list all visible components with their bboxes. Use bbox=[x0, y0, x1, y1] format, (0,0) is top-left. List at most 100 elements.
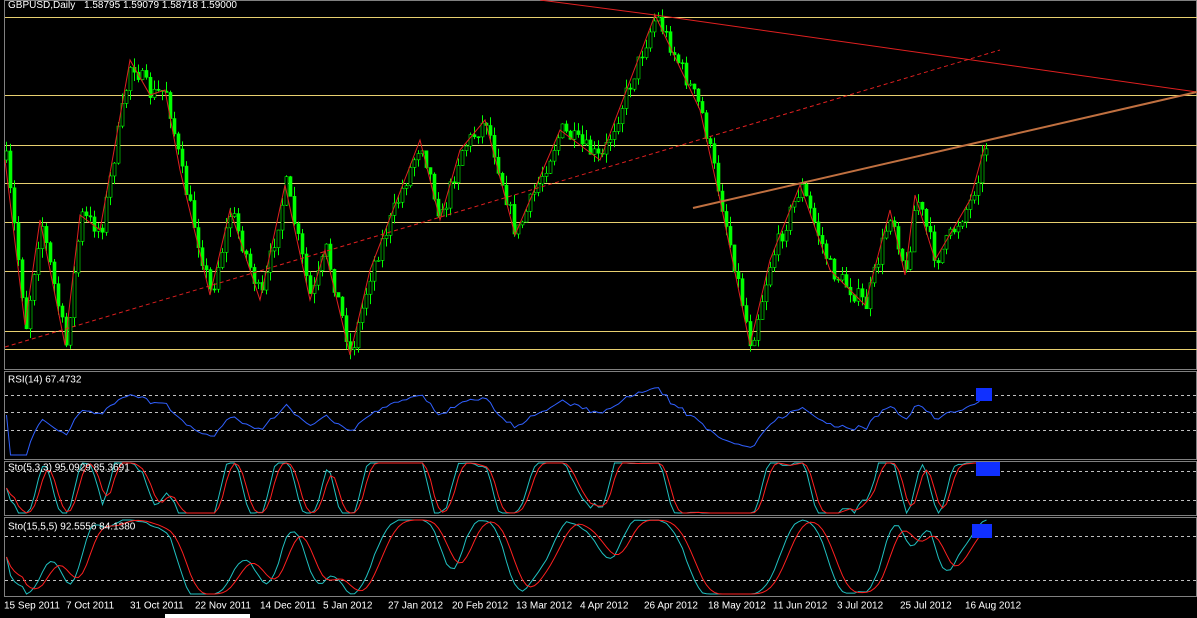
trendline bbox=[4, 49, 1001, 348]
body bbox=[920, 201, 925, 210]
body bbox=[828, 258, 833, 260]
body bbox=[268, 250, 273, 273]
scrollbar bbox=[165, 614, 250, 618]
body bbox=[144, 70, 149, 78]
body bbox=[184, 165, 189, 195]
body bbox=[48, 242, 53, 263]
body bbox=[28, 300, 33, 330]
body bbox=[652, 20, 657, 33]
horizontal-levels bbox=[5, 17, 1197, 350]
body bbox=[640, 56, 645, 59]
body bbox=[584, 139, 589, 145]
body bbox=[960, 221, 965, 227]
trendline bbox=[539, 0, 656, 16]
body bbox=[368, 280, 373, 295]
body bbox=[636, 56, 641, 80]
date-label: 15 Sep 2011 bbox=[4, 601, 60, 612]
body bbox=[912, 210, 917, 253]
body bbox=[708, 138, 713, 144]
body bbox=[12, 187, 17, 224]
indicator-label: Sto(5,3,3) 95.0929 85.3691 bbox=[8, 463, 130, 474]
indicator-levels bbox=[5, 395, 1197, 581]
body bbox=[984, 148, 989, 156]
body bbox=[8, 150, 13, 189]
body bbox=[544, 173, 549, 177]
body bbox=[820, 235, 825, 245]
body bbox=[548, 160, 553, 174]
date-label: 25 Jul 2012 bbox=[900, 601, 952, 612]
body bbox=[940, 248, 945, 264]
body bbox=[32, 274, 37, 301]
body bbox=[764, 284, 769, 303]
body bbox=[752, 340, 757, 347]
date-label: 22 Nov 2011 bbox=[195, 601, 251, 612]
body bbox=[332, 269, 337, 293]
body bbox=[476, 136, 481, 139]
body bbox=[568, 130, 573, 140]
body bbox=[188, 194, 193, 201]
body bbox=[696, 88, 701, 102]
body bbox=[860, 288, 865, 298]
body bbox=[428, 167, 433, 175]
trendline bbox=[654, 14, 1197, 93]
body bbox=[292, 196, 297, 224]
body bbox=[840, 274, 845, 281]
body bbox=[156, 88, 161, 91]
body bbox=[744, 305, 749, 322]
body bbox=[648, 31, 653, 49]
body bbox=[280, 204, 285, 231]
body bbox=[372, 260, 377, 282]
body bbox=[384, 234, 389, 239]
body bbox=[712, 143, 717, 164]
body bbox=[380, 238, 385, 261]
body bbox=[748, 321, 753, 347]
body bbox=[36, 248, 41, 275]
body bbox=[4, 150, 9, 161]
body bbox=[376, 260, 381, 262]
body bbox=[896, 226, 901, 250]
body bbox=[456, 165, 461, 183]
body bbox=[964, 209, 969, 223]
trendline bbox=[692, 91, 1197, 209]
body bbox=[608, 139, 613, 143]
body bbox=[632, 78, 637, 90]
body bbox=[932, 231, 937, 261]
body bbox=[124, 90, 129, 104]
body bbox=[172, 118, 177, 135]
body bbox=[588, 139, 593, 155]
date-label: 4 Apr 2012 bbox=[580, 601, 629, 612]
body bbox=[56, 283, 61, 307]
body bbox=[468, 134, 473, 147]
body bbox=[216, 267, 221, 290]
body bbox=[176, 133, 181, 150]
indicator-label: Sto(15,5,5) 92.5556 84.1380 bbox=[8, 522, 136, 533]
body bbox=[812, 207, 817, 223]
body bbox=[256, 282, 261, 284]
body bbox=[444, 207, 449, 210]
body bbox=[460, 150, 465, 166]
body bbox=[68, 317, 73, 346]
date-axis: 15 Sep 2011 7 Oct 2011 31 Oct 2011 22 Nov 2… bbox=[4, 601, 1022, 612]
body bbox=[700, 101, 705, 114]
body bbox=[60, 305, 65, 318]
body bbox=[628, 87, 633, 90]
body bbox=[296, 223, 301, 234]
body bbox=[16, 222, 21, 261]
marker bbox=[972, 524, 992, 538]
rsi-line bbox=[6, 387, 987, 456]
body bbox=[876, 263, 881, 268]
body bbox=[864, 296, 869, 310]
body bbox=[408, 167, 413, 187]
body bbox=[524, 211, 529, 223]
body bbox=[340, 296, 345, 316]
date-label: 7 Oct 2011 bbox=[66, 601, 115, 612]
body bbox=[796, 197, 801, 202]
body bbox=[736, 271, 741, 280]
body bbox=[956, 225, 961, 233]
body bbox=[508, 204, 513, 206]
body bbox=[612, 131, 617, 140]
body bbox=[564, 123, 569, 132]
